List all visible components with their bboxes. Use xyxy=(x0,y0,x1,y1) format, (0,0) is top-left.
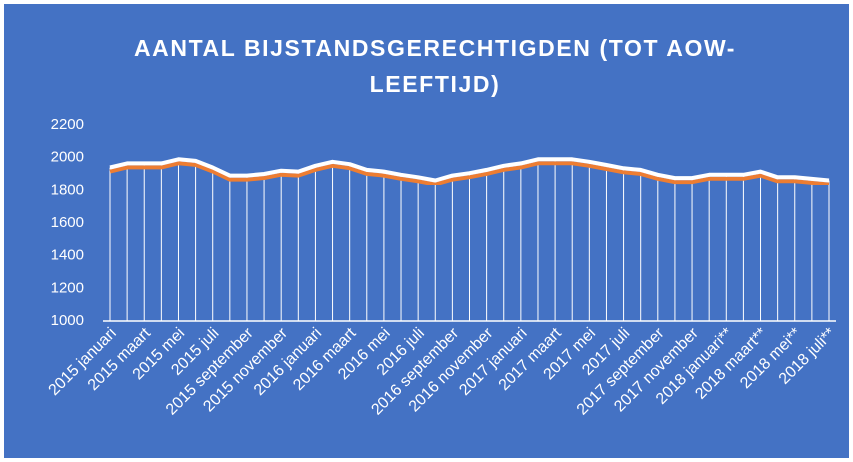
chart-area xyxy=(4,4,849,458)
y-tick-label: 1000 xyxy=(51,312,84,329)
data-line xyxy=(109,157,830,183)
y-tick-label: 2000 xyxy=(51,149,84,166)
chart-title: AANTAL BIJSTANDSGERECHTIGDEN (TOT AOW-LE… xyxy=(133,35,737,97)
y-tick-label: 1400 xyxy=(51,247,84,264)
y-tick-label: 1200 xyxy=(51,279,84,296)
y-tick-label: 1600 xyxy=(51,214,84,231)
y-tick-label: 2200 xyxy=(51,116,84,133)
y-tick-label: 1800 xyxy=(51,181,84,198)
